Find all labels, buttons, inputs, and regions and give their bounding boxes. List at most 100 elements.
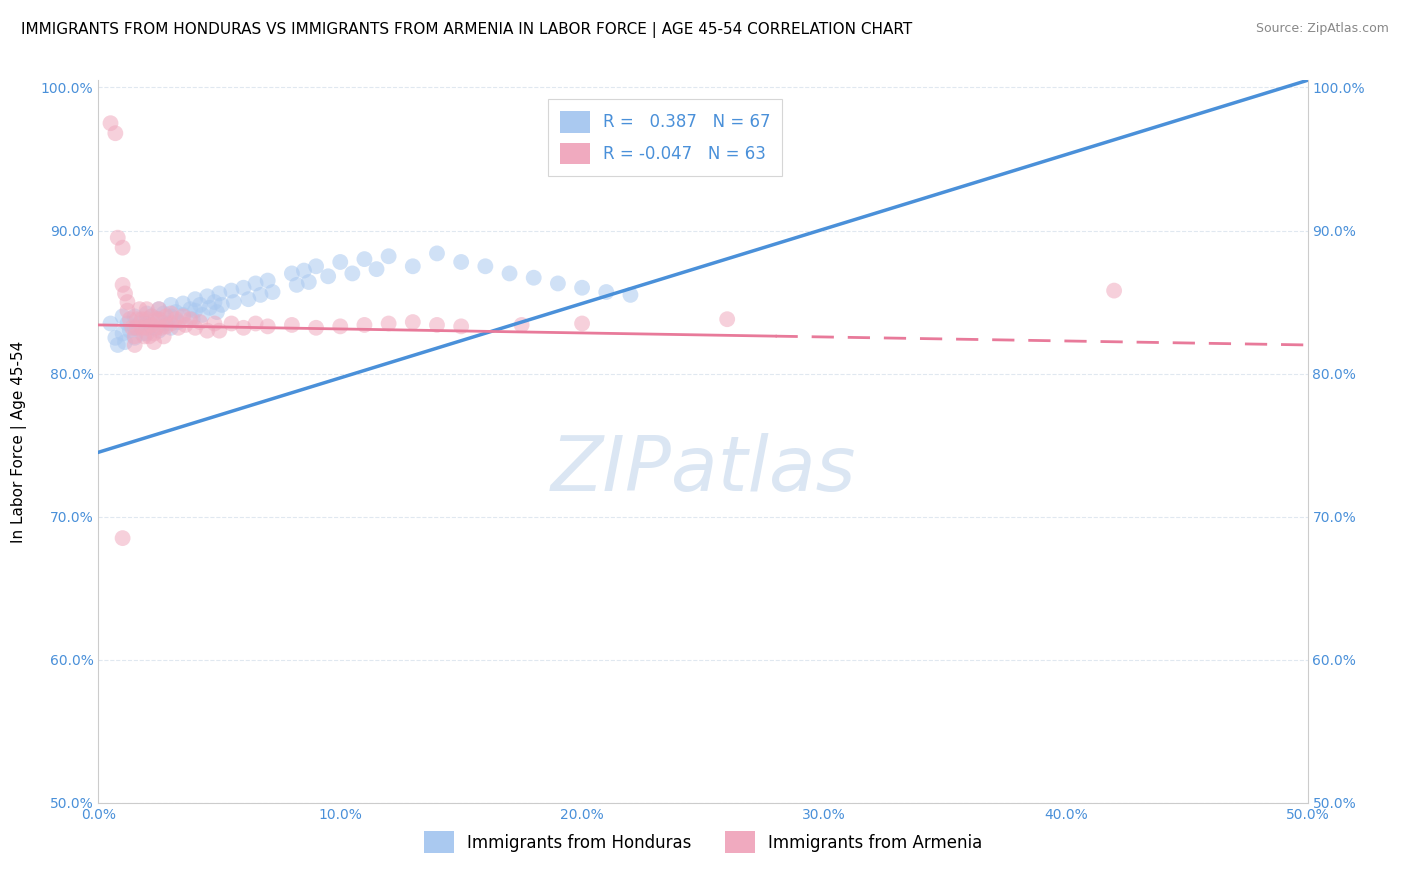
Point (204, 295, 226, 310)
Point (111, 326, 134, 341)
Point (377, 249, 399, 263)
Point (281, 267, 304, 281)
Point (114, 286, 136, 301)
Point (184, 320, 207, 334)
Point (179, 302, 201, 317)
Point (426, 318, 449, 332)
Point (124, 331, 146, 345)
Point (145, 320, 167, 334)
Text: Source: ZipAtlas.com: Source: ZipAtlas.com (1256, 22, 1389, 36)
Point (1102, 284, 1125, 298)
Point (232, 320, 254, 334)
Point (571, 317, 593, 331)
Point (118, 312, 141, 326)
Point (100, 317, 122, 331)
Point (135, 320, 157, 334)
Point (124, 320, 146, 334)
Point (208, 286, 231, 301)
Point (256, 319, 278, 334)
Point (124, 329, 146, 343)
Point (160, 306, 183, 320)
Point (148, 324, 170, 338)
Point (195, 324, 218, 338)
Point (474, 260, 496, 274)
Point (205, 305, 228, 319)
Point (619, 288, 641, 302)
Point (121, 320, 143, 334)
Point (107, 230, 129, 244)
Point (167, 315, 190, 329)
Point (510, 318, 533, 332)
Point (148, 312, 170, 326)
Point (184, 303, 207, 318)
Point (127, 312, 149, 326)
Point (118, 324, 141, 338)
Point (329, 255, 352, 269)
Point (305, 320, 328, 334)
Point (595, 285, 617, 299)
Point (716, 312, 738, 326)
Point (160, 320, 183, 334)
Point (366, 262, 388, 277)
Point (256, 274, 278, 288)
Point (211, 298, 233, 312)
Point (138, 329, 160, 343)
Point (285, 277, 308, 292)
Point (281, 318, 304, 332)
Point (204, 317, 226, 331)
Point (117, 317, 139, 331)
Point (117, 303, 139, 318)
Text: IMMIGRANTS FROM HONDURAS VS IMMIGRANTS FROM ARMENIA IN LABOR FORCE | AGE 45-54 C: IMMIGRANTS FROM HONDURAS VS IMMIGRANTS F… (21, 22, 912, 38)
Point (188, 315, 211, 329)
Point (191, 308, 214, 322)
Point (135, 302, 157, 317)
Point (245, 277, 267, 291)
Point (377, 317, 399, 331)
Point (150, 320, 173, 334)
Point (104, 126, 127, 140)
Point (523, 270, 546, 285)
Point (181, 312, 204, 326)
Point (152, 306, 174, 320)
Point (141, 310, 163, 324)
Point (131, 320, 153, 334)
Point (141, 318, 163, 332)
Point (134, 329, 156, 343)
Point (450, 319, 472, 334)
Point (402, 315, 425, 329)
Point (141, 320, 163, 334)
Point (172, 308, 194, 322)
Point (353, 252, 375, 266)
Point (426, 246, 449, 260)
Point (135, 317, 157, 331)
Point (498, 267, 520, 281)
Point (111, 531, 134, 545)
Point (155, 317, 177, 331)
Point (298, 275, 321, 289)
Point (165, 312, 187, 326)
Point (179, 312, 201, 326)
Point (547, 277, 569, 291)
Point (188, 298, 211, 312)
Point (208, 324, 231, 338)
Point (124, 310, 146, 324)
Point (111, 310, 134, 324)
Point (124, 338, 146, 352)
Point (160, 317, 183, 331)
Legend: Immigrants from Honduras, Immigrants from Armenia: Immigrants from Honduras, Immigrants fro… (418, 825, 988, 860)
Point (221, 317, 243, 331)
Point (155, 319, 177, 334)
Point (232, 281, 254, 295)
Point (128, 317, 150, 331)
Point (571, 281, 593, 295)
Point (329, 319, 352, 334)
Point (172, 310, 194, 324)
Point (353, 318, 375, 332)
Point (160, 310, 183, 324)
Point (342, 267, 364, 281)
Point (143, 335, 166, 350)
Point (100, 116, 122, 130)
Point (174, 318, 197, 332)
Point (167, 320, 190, 334)
Point (148, 312, 170, 326)
